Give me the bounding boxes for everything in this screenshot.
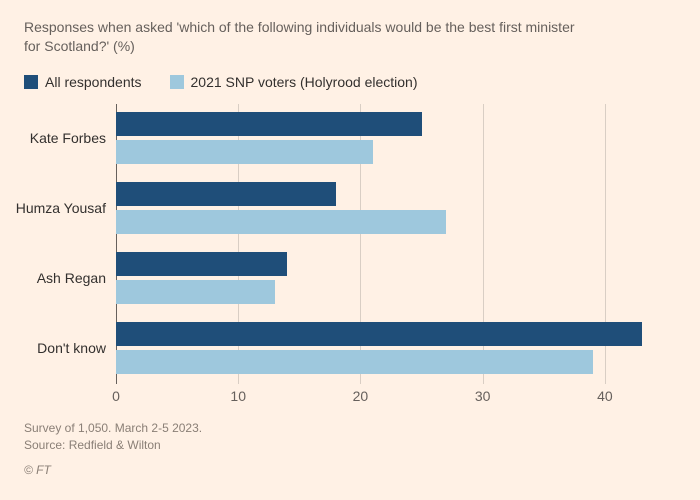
- x-tick-label: 0: [112, 388, 120, 404]
- legend-item-all: All respondents: [24, 74, 142, 90]
- x-tick-label: 30: [475, 388, 491, 404]
- category-label: Kate Forbes: [30, 130, 116, 146]
- bar-all-respondents: [116, 322, 642, 346]
- legend: All respondents 2021 SNP voters (Holyroo…: [24, 74, 676, 90]
- x-tick-label: 40: [597, 388, 613, 404]
- category-label: Ash Regan: [37, 270, 116, 286]
- legend-label: 2021 SNP voters (Holyrood election): [191, 74, 418, 90]
- category-label: Don't know: [37, 340, 116, 356]
- x-tick-label: 10: [230, 388, 246, 404]
- legend-item-snp: 2021 SNP voters (Holyrood election): [170, 74, 418, 90]
- bar-group: Ash Regan: [116, 252, 666, 304]
- bar-snp-voters: [116, 140, 373, 164]
- bar-snp-voters: [116, 210, 446, 234]
- copyright: © FT: [24, 463, 676, 477]
- legend-swatch: [24, 75, 38, 89]
- legend-swatch: [170, 75, 184, 89]
- bar-all-respondents: [116, 252, 287, 276]
- bar-group: Kate Forbes: [116, 112, 666, 164]
- category-label: Humza Yousaf: [16, 200, 116, 216]
- legend-label: All respondents: [45, 74, 142, 90]
- footnote-source: Source: Redfield & Wilton: [24, 437, 676, 454]
- bar-snp-voters: [116, 280, 275, 304]
- x-axis: 010203040: [116, 386, 666, 406]
- footnote-survey: Survey of 1,050. March 2-5 2023.: [24, 420, 676, 437]
- bar-group: Humza Yousaf: [116, 182, 666, 234]
- bar-group: Don't know: [116, 322, 666, 374]
- bar-all-respondents: [116, 112, 422, 136]
- bar-all-respondents: [116, 182, 336, 206]
- x-tick-label: 20: [353, 388, 369, 404]
- bar-chart: Kate Forbes Humza Yousaf Ash Regan Don't kn…: [116, 104, 666, 406]
- chart-subtitle: Responses when asked 'which of the follo…: [24, 18, 584, 56]
- bar-snp-voters: [116, 350, 593, 374]
